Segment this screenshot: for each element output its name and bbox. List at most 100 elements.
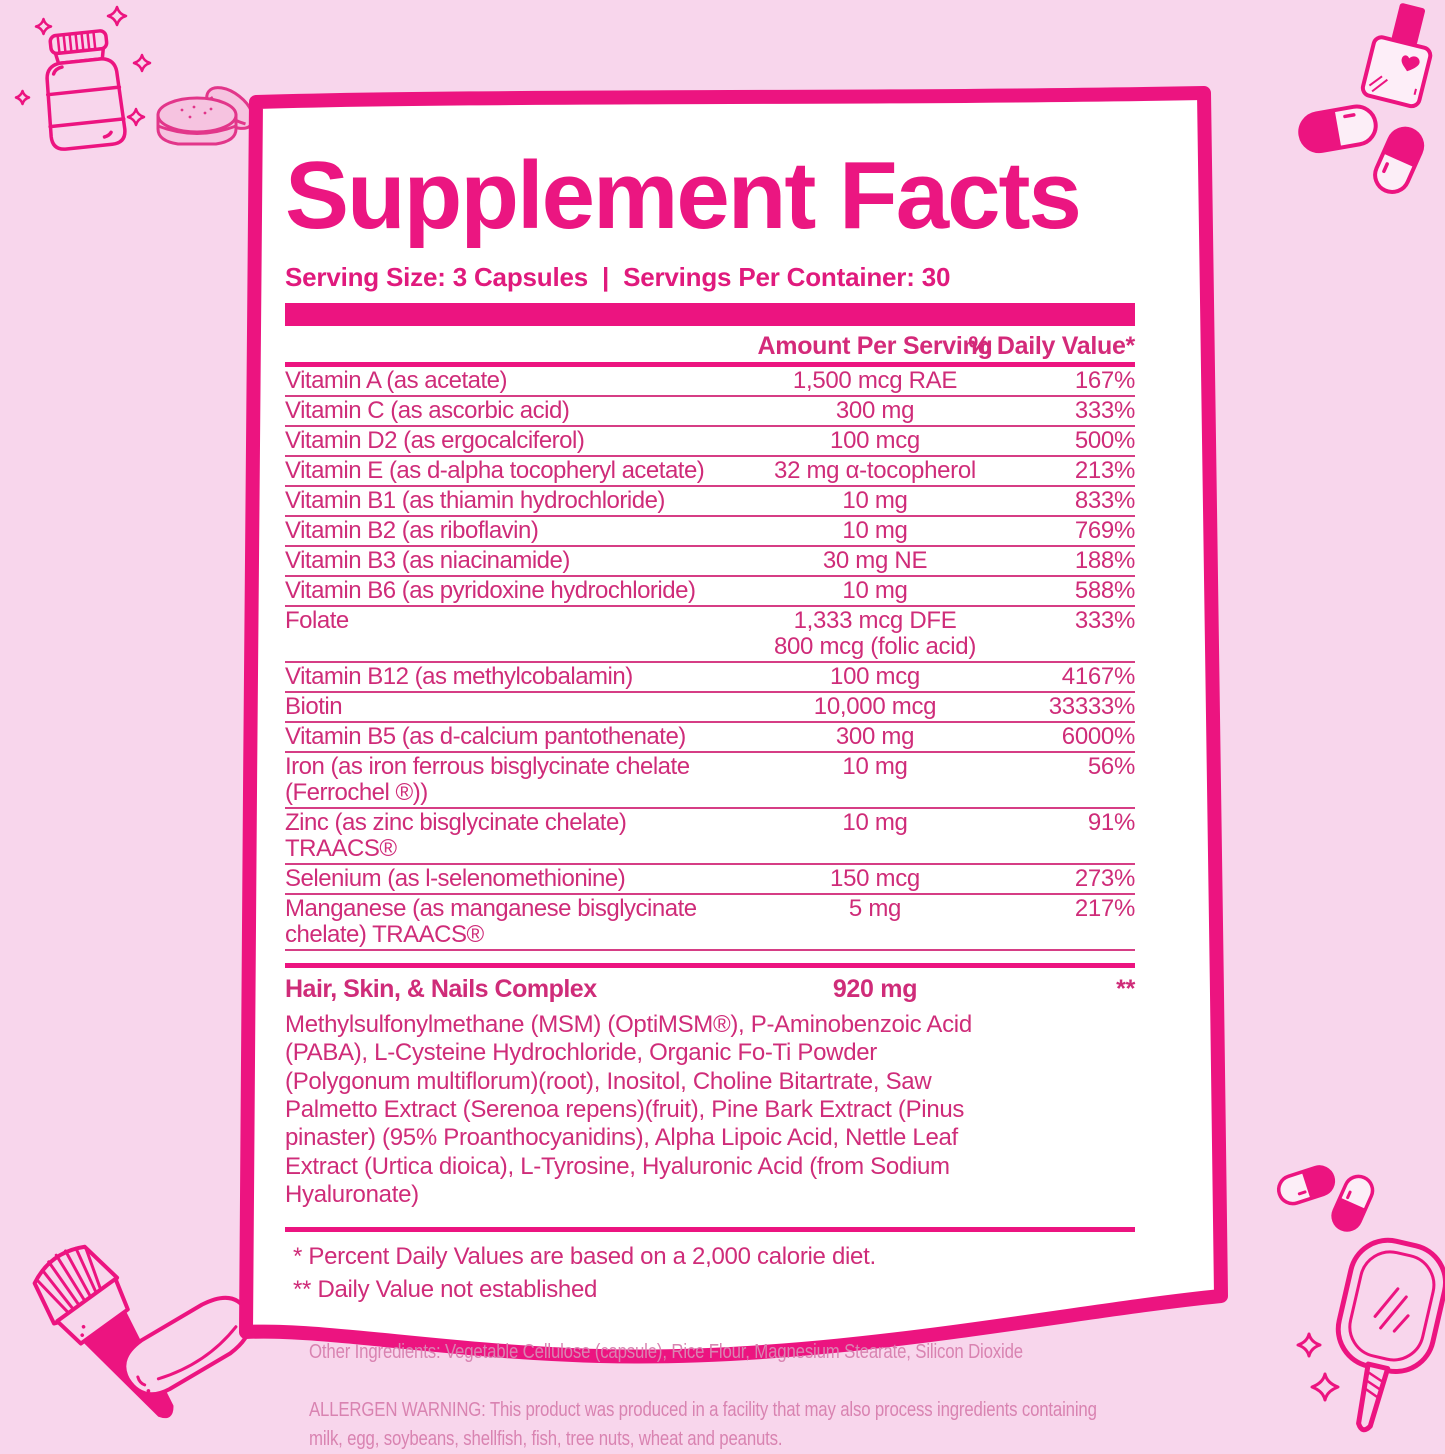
nutrient-daily-value: 91% bbox=[1087, 809, 1135, 836]
nutrient-daily-value: 217% bbox=[1074, 895, 1135, 922]
nutrient-name: Vitamin D2 (as ergocalciferol) bbox=[285, 427, 585, 454]
capsule-pill-icon bbox=[1331, 1174, 1375, 1232]
table-row: Vitamin C (as ascorbic acid) 300 mg 333% bbox=[285, 397, 1135, 427]
macarons-icon bbox=[156, 86, 255, 146]
hand-mirror-icon bbox=[1335, 1237, 1445, 1433]
column-header-amount: Amount Per Serving bbox=[757, 332, 993, 360]
table-row: Vitamin B1 (as thiamin hydrochloride) 10… bbox=[285, 487, 1135, 517]
nutrient-daily-value: 333% bbox=[1074, 607, 1135, 634]
allergen-warning: ALLERGEN WARNING: This product was produ… bbox=[309, 1399, 1097, 1451]
nutrient-amount: 32 mg α-tocopherol bbox=[774, 457, 976, 484]
nutrient-amount: 5 mg bbox=[848, 895, 902, 922]
serving-info: Serving Size: 3 Capsules | Servings Per … bbox=[285, 262, 1135, 293]
nutrient-amount: 10 mg bbox=[842, 517, 908, 544]
nutrient-daily-value: 6000% bbox=[1061, 723, 1136, 750]
serving-size: Serving Size: 3 Capsules bbox=[285, 262, 588, 292]
nutrient-daily-value: 769% bbox=[1074, 517, 1135, 544]
nutrient-amount: 1,500 mcg RAE bbox=[792, 367, 958, 394]
table-row: Vitamin B3 (as niacinamide) 30 mg NE 188… bbox=[285, 547, 1135, 577]
table-row: Vitamin D2 (as ergocalciferol) 100 mcg 5… bbox=[285, 427, 1135, 457]
nutrient-daily-value: 833% bbox=[1074, 487, 1135, 514]
nutrient-amount: 300 mg bbox=[835, 397, 915, 424]
beauty-sponge-icon bbox=[122, 1295, 252, 1397]
nutrient-name: Zinc (as zinc bisglycinate chelate) TRAA… bbox=[285, 809, 627, 862]
nutrient-amount: 1,333 mcg DFE 800 mcg (folic acid) bbox=[773, 607, 977, 660]
nail-polish-icon bbox=[1360, 3, 1433, 109]
nutrient-name: Iron (as iron ferrous bisglycinate chela… bbox=[285, 753, 690, 806]
servings-per-container: Servings Per Container: 30 bbox=[623, 262, 951, 292]
supplement-jar-icon bbox=[14, 5, 152, 151]
table-row: Vitamin B12 (as methylcobalamin) 100 mcg… bbox=[285, 663, 1135, 693]
nutrient-name: Vitamin B6 (as pyridoxine hydrochloride) bbox=[285, 577, 696, 604]
nutrient-amount: 30 mg NE bbox=[822, 547, 928, 574]
nutrient-daily-value: 188% bbox=[1074, 547, 1135, 574]
complex-name: Hair, Skin, & Nails Complex bbox=[285, 975, 597, 1003]
table-row: Manganese (as manganese bisglycinate che… bbox=[285, 895, 1135, 951]
page-title: Supplement Facts bbox=[285, 142, 1082, 249]
footnote-divider bbox=[285, 1227, 1135, 1233]
nutrient-daily-value: 167% bbox=[1074, 367, 1135, 394]
complex-amount: 920 mg bbox=[832, 975, 918, 1003]
nutrient-name: Vitamin E (as d-alpha tocopheryl acetate… bbox=[285, 457, 705, 484]
capsule-pills-top-icon bbox=[1298, 104, 1425, 194]
nutrient-amount: 10,000 mcg bbox=[813, 693, 937, 720]
nutrient-name: Selenium (as l-selenomethionine) bbox=[285, 865, 626, 892]
nutrient-amount: 150 mcg bbox=[830, 865, 920, 892]
nutrient-amount: 100 mcg bbox=[830, 663, 920, 690]
table-row: Vitamin E (as d-alpha tocopheryl acetate… bbox=[285, 457, 1135, 487]
column-header-daily-value: % Daily Value* bbox=[968, 332, 1135, 360]
nutrient-amount: 10 mg bbox=[842, 809, 908, 836]
nutrient-daily-value: 56% bbox=[1087, 753, 1135, 780]
nutrient-amount: 100 mcg bbox=[830, 427, 920, 454]
table-row: Vitamin B5 (as d-calcium pantothenate) 3… bbox=[285, 723, 1135, 753]
capsule-pill-icon bbox=[1298, 104, 1378, 154]
nutrient-daily-value: 33333% bbox=[1048, 693, 1136, 720]
facts-table-rows: Vitamin A (as acetate) 1,500 mcg RAE 167… bbox=[285, 367, 1135, 951]
complex-daily-value: ** bbox=[1116, 975, 1135, 1003]
serving-separator: | bbox=[602, 262, 610, 292]
capsule-pill-icon bbox=[1373, 126, 1425, 194]
table-row: Vitamin B6 (as pyridoxine hydrochloride)… bbox=[285, 577, 1135, 607]
sparkles-icon bbox=[1296, 1332, 1340, 1402]
section-divider bbox=[285, 963, 1135, 968]
nutrient-amount: 10 mg bbox=[842, 753, 908, 780]
sparkles-icon bbox=[14, 5, 152, 127]
nutrient-name: Biotin bbox=[285, 693, 343, 720]
nutrient-daily-value: 4167% bbox=[1061, 663, 1136, 690]
nutrient-name: Vitamin B3 (as niacinamide) bbox=[285, 547, 570, 574]
complex-ingredients: Methylsulfonylmethane (MSM) (OptiMSM®), … bbox=[285, 1011, 972, 1208]
supplement-facts-panel: Supplement Facts Serving Size: 3 Capsule… bbox=[285, 148, 1135, 1454]
nutrient-amount: 300 mg bbox=[835, 723, 915, 750]
nutrient-name: Manganese (as manganese bisglycinate che… bbox=[285, 895, 697, 948]
nutrient-name: Vitamin B5 (as d-calcium pantothenate) bbox=[285, 723, 686, 750]
table-header-row: Amount Per Serving % Daily Value* bbox=[285, 329, 1135, 367]
table-row: Biotin 10,000 mcg 33333% bbox=[285, 693, 1135, 723]
capsule-pill-icon bbox=[1276, 1165, 1336, 1206]
nutrient-amount: 10 mg bbox=[842, 577, 908, 604]
table-row: Vitamin B2 (as riboflavin) 10 mg 769% bbox=[285, 517, 1135, 547]
complex-row: Hair, Skin, & Nails Complex 920 mg ** bbox=[285, 968, 1135, 1003]
capsule-pills-bottom-icon bbox=[1276, 1165, 1375, 1232]
nutrient-daily-value: 500% bbox=[1074, 427, 1135, 454]
footnote-not-established: ** Daily Value not established bbox=[293, 1276, 598, 1304]
table-row: Zinc (as zinc bisglycinate chelate) TRAA… bbox=[285, 809, 1135, 865]
table-row: Folate 1,333 mcg DFE 800 mcg (folic acid… bbox=[285, 607, 1135, 663]
table-row: Vitamin A (as acetate) 1,500 mcg RAE 167… bbox=[285, 367, 1135, 397]
nutrient-daily-value: 273% bbox=[1074, 865, 1135, 892]
heart-icon bbox=[1401, 55, 1420, 72]
nutrient-name: Vitamin B1 (as thiamin hydrochloride) bbox=[285, 487, 665, 514]
nutrient-name: Vitamin C (as ascorbic acid) bbox=[285, 397, 570, 424]
nutrient-daily-value: 333% bbox=[1074, 397, 1135, 424]
nutrient-daily-value: 588% bbox=[1074, 577, 1135, 604]
nutrient-name: Folate bbox=[285, 607, 349, 634]
table-row: Selenium (as l-selenomethionine) 150 mcg… bbox=[285, 865, 1135, 895]
nutrient-name: Vitamin A (as acetate) bbox=[285, 367, 508, 394]
nutrient-name: Vitamin B12 (as methylcobalamin) bbox=[285, 663, 633, 690]
nutrient-amount: 10 mg bbox=[842, 487, 908, 514]
table-row: Iron (as iron ferrous bisglycinate chela… bbox=[285, 753, 1135, 809]
nutrient-daily-value: 213% bbox=[1074, 457, 1135, 484]
divider-bar bbox=[285, 303, 1135, 326]
other-ingredients: Other Ingredients: Vegetable Cellulose (… bbox=[309, 1341, 1023, 1364]
footnotes: * Percent Daily Values are based on a 2,… bbox=[285, 1242, 1135, 1305]
